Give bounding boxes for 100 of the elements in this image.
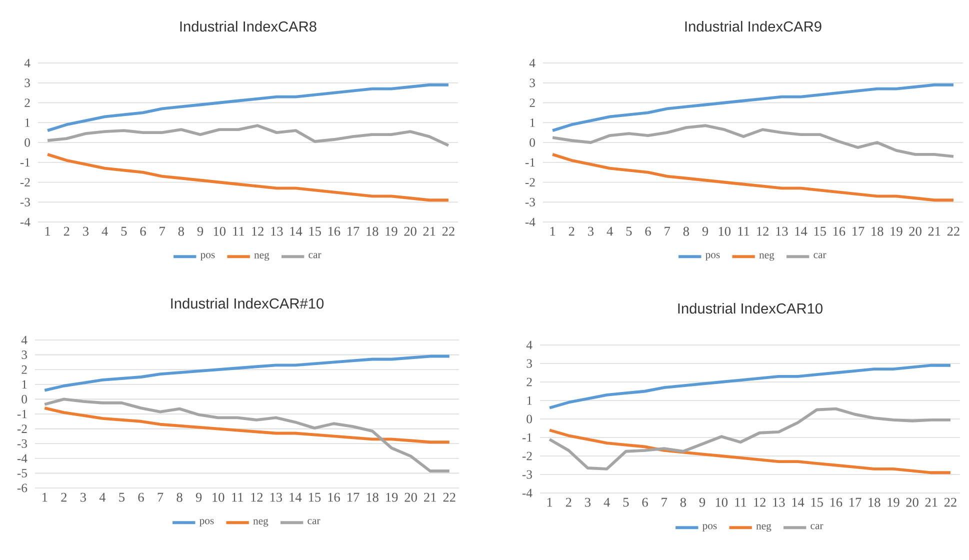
- y-tick-label: 4: [24, 58, 30, 68]
- y-tick-label: -2: [17, 424, 27, 433]
- line-series: [551, 124, 955, 158]
- legend-label: pos: [702, 524, 717, 532]
- x-tick-label: 2: [568, 226, 574, 236]
- x-tick-label: 19: [386, 226, 398, 236]
- x-tick-label: 17: [348, 492, 360, 502]
- x-tick-label: 4: [99, 492, 106, 502]
- x-tick-label: 13: [271, 226, 283, 236]
- line-series: [548, 428, 952, 474]
- x-tick-label: 15: [814, 226, 826, 236]
- x-tick-label: 12: [251, 492, 263, 502]
- x-tick-label: 4: [606, 226, 613, 236]
- x-tick-label: 3: [83, 226, 89, 236]
- x-tick-label: 16: [830, 498, 842, 507]
- line-series: [43, 398, 451, 472]
- chart-title: Industrial IndexCAR9: [685, 20, 822, 32]
- x-tick-label: 4: [102, 226, 108, 236]
- y-tick-label: 3: [530, 78, 535, 88]
- x-tick-label: 15: [308, 492, 321, 502]
- x-tick-label: 1: [550, 226, 556, 236]
- x-tick-label: 12: [754, 498, 766, 507]
- x-tick-label: 2: [64, 226, 70, 236]
- line-series: [551, 152, 955, 202]
- x-tick-label: 8: [680, 498, 686, 507]
- chart-title: Industrial IndexCAR#10: [171, 298, 324, 309]
- x-tick-label: 16: [328, 492, 340, 502]
- y-tick-label: -1: [522, 433, 532, 442]
- y-tick-label: -1: [20, 158, 30, 167]
- x-tick-label: 19: [890, 226, 902, 236]
- x-tick-label: 10: [214, 226, 226, 236]
- x-tick-label: 1: [547, 498, 552, 507]
- x-tick-label: 7: [662, 498, 668, 507]
- x-tick-label: 1: [42, 492, 48, 502]
- chart-title: Industrial IndexCAR8: [180, 20, 316, 32]
- x-tick-label: 10: [716, 498, 728, 507]
- x-tick-label: 10: [212, 492, 224, 502]
- x-tick-label: 11: [738, 226, 750, 236]
- x-tick-label: 9: [197, 226, 204, 236]
- y-tick-label: -3: [525, 198, 535, 206]
- x-tick-label: 3: [80, 492, 86, 502]
- x-tick-label: 19: [888, 498, 900, 507]
- y-tick-label: 1: [22, 380, 27, 389]
- x-tick-label: 13: [776, 226, 788, 236]
- legend-label: car: [308, 519, 320, 524]
- x-tick-label: 10: [718, 226, 731, 236]
- y-tick-label: -3: [17, 439, 27, 448]
- x-tick-label: 8: [176, 492, 182, 502]
- y-tick-label: 0: [24, 138, 30, 147]
- y-tick-label: 3: [22, 350, 27, 360]
- y-tick-label: 0: [530, 138, 536, 147]
- x-tick-label: 9: [196, 492, 202, 502]
- x-tick-label: 13: [270, 492, 282, 502]
- legend-label: pos: [200, 519, 214, 526]
- legend-label: pos: [706, 253, 720, 260]
- x-tick-label: 22: [442, 226, 454, 236]
- legend-label: car: [810, 524, 824, 530]
- x-tick-label: 16: [833, 226, 846, 236]
- x-tick-label: 22: [944, 498, 956, 507]
- x-tick-label: 1: [45, 226, 50, 236]
- x-tick-label: 7: [160, 226, 166, 236]
- x-tick-label: 22: [947, 226, 960, 236]
- y-tick-label: 2: [22, 365, 27, 374]
- line-series: [548, 364, 952, 410]
- x-tick-label: 14: [795, 226, 808, 236]
- y-tick-label: 1: [527, 396, 532, 405]
- legend-label: neg: [253, 518, 268, 527]
- x-tick-label: 2: [566, 498, 572, 507]
- x-tick-label: 3: [585, 498, 591, 507]
- line-series: [46, 83, 450, 132]
- x-tick-label: 11: [233, 226, 244, 236]
- x-tick-label: 4: [604, 498, 610, 507]
- x-tick-label: 12: [757, 226, 768, 236]
- y-tick-label: -1: [525, 158, 535, 167]
- y-tick-label: 2: [530, 98, 535, 107]
- x-tick-label: 3: [588, 226, 594, 236]
- x-tick-label: 20: [404, 226, 416, 236]
- x-tick-label: 6: [642, 498, 648, 507]
- y-tick-label: 1: [25, 118, 30, 127]
- x-tick-label: 17: [852, 226, 864, 236]
- y-tick-label: 4: [21, 336, 28, 344]
- x-tick-label: 18: [872, 226, 884, 236]
- x-tick-label: 20: [909, 226, 922, 236]
- y-tick-label: -5: [17, 469, 27, 478]
- y-tick-label: 0: [526, 414, 532, 424]
- x-tick-label: 17: [348, 226, 360, 236]
- y-tick-label: 4: [526, 340, 532, 350]
- x-tick-label: 2: [61, 492, 67, 502]
- x-tick-label: 8: [178, 226, 184, 236]
- y-tick-label: -4: [522, 488, 532, 498]
- y-tick-label: -4: [525, 218, 536, 226]
- y-tick-label: -3: [20, 198, 30, 206]
- y-tick-label: 2: [526, 378, 532, 386]
- y-tick-label: -2: [522, 452, 532, 460]
- x-tick-label: 19: [386, 492, 398, 502]
- x-tick-label: 18: [868, 498, 880, 507]
- legend-label: neg: [759, 252, 774, 261]
- x-tick-label: 18: [366, 492, 378, 502]
- y-tick-label: -3: [522, 470, 532, 479]
- y-tick-label: -6: [17, 484, 28, 492]
